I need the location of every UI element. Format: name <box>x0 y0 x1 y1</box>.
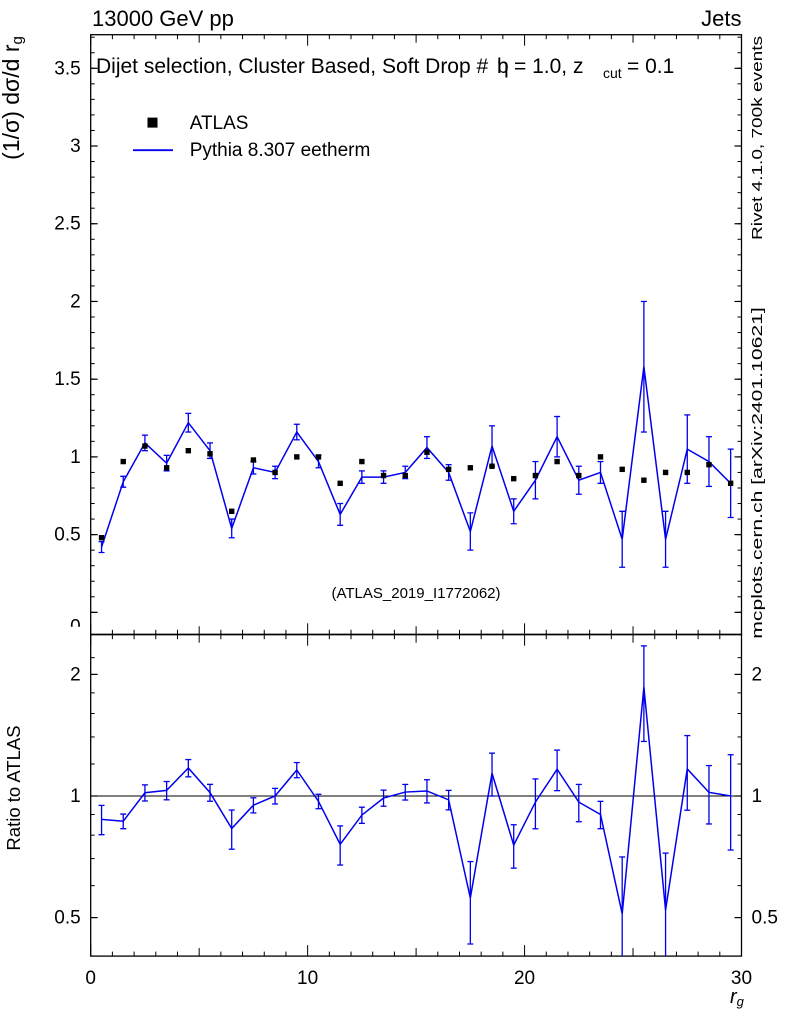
svg-text:3.5: 3.5 <box>54 58 80 79</box>
svg-text:Ratio to ATLAS: Ratio to ATLAS <box>3 725 24 850</box>
svg-text:cut: cut <box>603 65 622 81</box>
svg-text:1: 1 <box>752 786 763 807</box>
svg-text:1: 1 <box>70 447 81 468</box>
svg-text:0.5: 0.5 <box>54 525 80 546</box>
svg-text:0: 0 <box>85 968 96 989</box>
svg-text:= 1.0, z: = 1.0, z <box>514 55 583 78</box>
svg-text:(ATLAS_2019_I1772062): (ATLAS_2019_I1772062) <box>331 585 500 602</box>
svg-text:3: 3 <box>70 136 81 157</box>
svg-text:10: 10 <box>297 968 318 989</box>
svg-text:0.5: 0.5 <box>752 908 778 929</box>
svg-text:(1/σ) dσ/d rg: (1/σ) dσ/d rg <box>0 36 26 160</box>
svg-text:Rivet 4.1.0, 700k events: Rivet 4.1.0, 700k events <box>749 36 766 240</box>
svg-text:b: b <box>497 55 509 78</box>
svg-text:0.5: 0.5 <box>54 908 80 929</box>
svg-text:Jets: Jets <box>701 6 741 31</box>
svg-text:2: 2 <box>752 664 763 685</box>
svg-text:13000 GeV pp: 13000 GeV pp <box>92 6 234 31</box>
svg-text:1: 1 <box>70 786 81 807</box>
svg-text:= 0.1: = 0.1 <box>627 55 674 78</box>
svg-text:mcplots.cern.ch [arXiv:2401.10: mcplots.cern.ch [arXiv:2401.10621] <box>749 307 766 639</box>
svg-text:ATLAS: ATLAS <box>190 113 249 134</box>
svg-text:Pythia 8.307 eetherm: Pythia 8.307 eetherm <box>190 140 371 161</box>
svg-text:2: 2 <box>70 664 81 685</box>
svg-text:Dijet selection, Cluster Based: Dijet selection, Cluster Based, Soft Dro… <box>96 55 489 78</box>
svg-text:20: 20 <box>514 968 535 989</box>
svg-text:2.5: 2.5 <box>54 214 80 235</box>
svg-text:1.5: 1.5 <box>54 369 80 390</box>
svg-text:30: 30 <box>731 968 752 989</box>
svg-text:2: 2 <box>70 291 81 312</box>
